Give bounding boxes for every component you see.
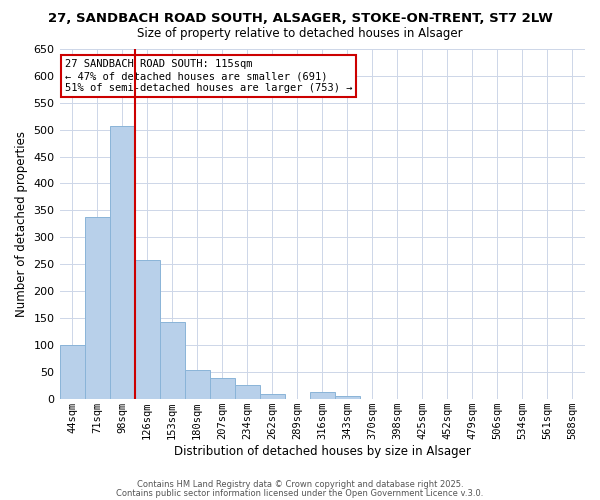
Y-axis label: Number of detached properties: Number of detached properties bbox=[15, 131, 28, 317]
Bar bbox=[260, 394, 285, 398]
Bar bbox=[335, 396, 360, 398]
Text: 27, SANDBACH ROAD SOUTH, ALSAGER, STOKE-ON-TRENT, ST7 2LW: 27, SANDBACH ROAD SOUTH, ALSAGER, STOKE-… bbox=[47, 12, 553, 26]
Bar bbox=[209, 378, 235, 398]
Bar bbox=[110, 126, 134, 398]
Bar bbox=[85, 217, 110, 398]
Bar bbox=[134, 260, 160, 398]
Text: Contains HM Land Registry data © Crown copyright and database right 2025.: Contains HM Land Registry data © Crown c… bbox=[137, 480, 463, 489]
Text: Size of property relative to detached houses in Alsager: Size of property relative to detached ho… bbox=[137, 28, 463, 40]
Bar bbox=[310, 392, 335, 398]
X-axis label: Distribution of detached houses by size in Alsager: Distribution of detached houses by size … bbox=[174, 444, 471, 458]
Bar bbox=[59, 345, 85, 399]
Text: Contains public sector information licensed under the Open Government Licence v.: Contains public sector information licen… bbox=[116, 488, 484, 498]
Bar bbox=[235, 385, 260, 398]
Text: 27 SANDBACH ROAD SOUTH: 115sqm
← 47% of detached houses are smaller (691)
51% of: 27 SANDBACH ROAD SOUTH: 115sqm ← 47% of … bbox=[65, 60, 352, 92]
Bar bbox=[160, 322, 185, 398]
Bar bbox=[185, 370, 209, 398]
